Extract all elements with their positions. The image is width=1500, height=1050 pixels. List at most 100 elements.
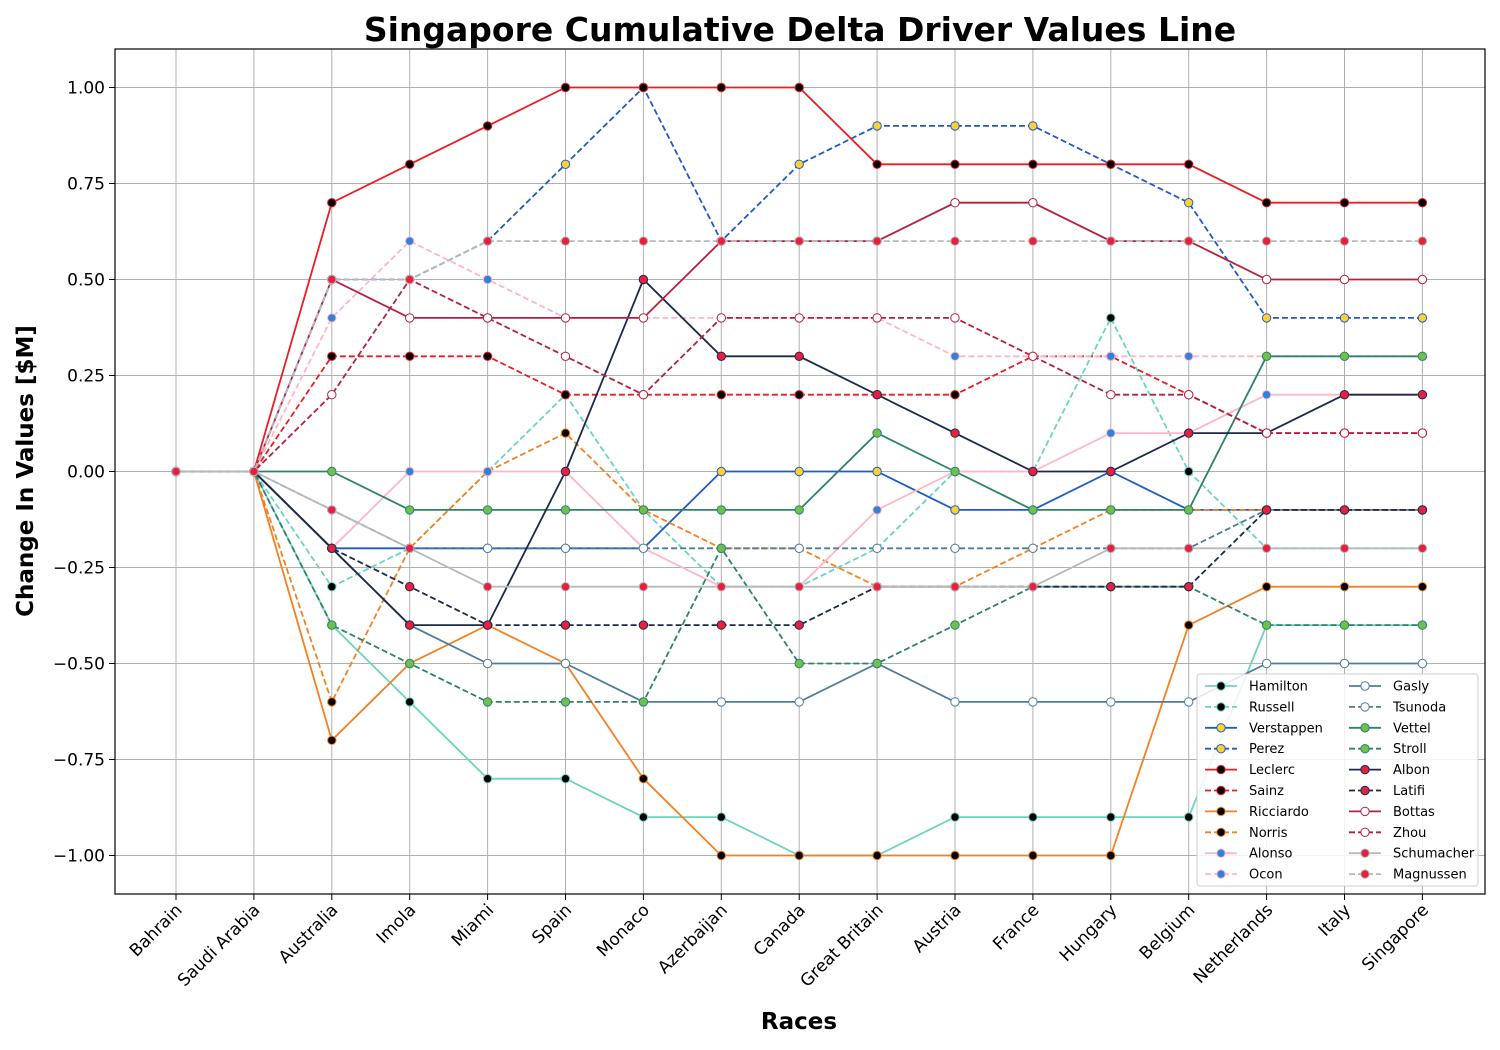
data-point-gasly	[950, 697, 960, 707]
data-point-leclerc	[716, 82, 726, 93]
series-line-latifi	[176, 470, 1423, 626]
data-point-schumacher	[872, 582, 882, 592]
data-point-russell	[1184, 466, 1194, 477]
data-point-leclerc	[950, 159, 960, 170]
legend-marker-ocon	[1216, 869, 1226, 879]
legend-label-ricciardo: Ricciardo	[1249, 805, 1309, 820]
x-tick-label: Hungary	[1056, 900, 1121, 965]
y-axis-label: Change In Values [$M]	[13, 325, 39, 617]
data-point-albon	[1339, 390, 1350, 400]
data-point-hamilton	[1028, 812, 1038, 822]
data-point-alonso	[405, 466, 415, 477]
y-tick-label: −0.75	[53, 751, 105, 771]
legend-label-tsunoda: Tsunoda	[1392, 700, 1446, 715]
data-point-hamilton	[560, 774, 571, 784]
data-point-ricciardo	[1339, 582, 1350, 592]
data-point-leclerc	[482, 121, 493, 131]
data-point-latifi	[1106, 582, 1116, 592]
data-point-schumacher	[794, 582, 804, 592]
data-point-ocon	[1184, 351, 1194, 361]
legend-marker-albon	[1360, 764, 1370, 775]
data-point-zhou	[560, 351, 571, 361]
data-point-tsunoda	[872, 543, 882, 553]
data-point-schumacher	[950, 582, 960, 592]
data-point-magnussen	[560, 236, 571, 246]
data-point-stroll	[716, 543, 726, 553]
data-point-latifi	[405, 582, 415, 592]
legend-label-schumacher: Schumacher	[1393, 847, 1475, 862]
data-point-perez	[794, 159, 804, 170]
legend-label-alonso: Alonso	[1249, 847, 1292, 862]
data-point-schumacher	[638, 582, 649, 592]
data-point-sainz	[950, 390, 960, 400]
legend-box	[1196, 673, 1479, 887]
data-point-perez	[872, 121, 882, 131]
data-point-hamilton	[716, 812, 726, 822]
data-point-zhou	[638, 390, 649, 400]
legend-marker-perez	[1216, 744, 1226, 754]
data-point-schumacher	[1261, 543, 1272, 553]
x-tick-label: Australia	[275, 900, 342, 967]
data-point-magnussen	[1261, 236, 1272, 246]
data-point-sainz	[405, 351, 415, 361]
legend-marker-russell	[1216, 702, 1226, 712]
data-point-bottas	[1417, 274, 1428, 285]
data-point-leclerc	[1417, 198, 1428, 208]
data-point-sainz	[794, 390, 804, 400]
data-point-alonso	[1106, 428, 1116, 438]
legend-marker-latifi	[1360, 785, 1370, 796]
data-point-ricciardo	[638, 774, 649, 784]
data-point-bottas	[1339, 274, 1350, 285]
legend-label-ocon: Ocon	[1249, 868, 1283, 883]
data-point-stroll	[482, 697, 493, 707]
data-point-magnussen	[482, 236, 493, 246]
data-point-albon	[872, 390, 882, 400]
y-axis-ticks: 1.00 0.75 0.50 0.25 0.00 −0.25 −0.50 −0.75 −1.00	[53, 79, 115, 867]
x-tick-label: France	[989, 900, 1043, 954]
data-point-zhou	[1106, 390, 1116, 400]
data-point-gasly	[1417, 658, 1428, 669]
x-tick-label: Netherlands	[1190, 900, 1278, 988]
data-point-vettel	[1339, 351, 1350, 361]
data-point-perez	[1261, 313, 1272, 323]
legend-label-latifi: Latifi	[1393, 784, 1425, 799]
legend-label-leclerc: Leclerc	[1249, 763, 1295, 778]
data-point-magnussen	[1339, 236, 1350, 246]
data-point-stroll	[327, 620, 337, 630]
x-tick-label: Imola	[373, 900, 420, 947]
data-point-gasly	[1184, 697, 1194, 707]
legend-label-bottas: Bottas	[1393, 805, 1435, 820]
data-point-alonso	[872, 505, 882, 515]
legend-marker-bottas	[1360, 806, 1370, 817]
data-point-magnussen	[1028, 236, 1038, 246]
data-point-albon	[950, 428, 960, 438]
data-point-latifi	[716, 620, 726, 630]
data-point-alonso	[1261, 390, 1272, 400]
data-point-norris	[560, 428, 571, 438]
data-point-leclerc	[1106, 159, 1116, 170]
data-point-perez	[1028, 121, 1038, 131]
legend-marker-ricciardo	[1216, 806, 1226, 817]
data-point-schumacher	[1339, 543, 1350, 553]
x-tick-label: Belgium	[1136, 900, 1199, 963]
legend-marker-norris	[1216, 827, 1226, 837]
data-point-ocon	[482, 274, 493, 285]
data-point-zhou	[1028, 351, 1038, 361]
legend-label-verstappen: Verstappen	[1249, 721, 1323, 736]
y-tick-label: 0.75	[67, 175, 105, 195]
data-point-ricciardo	[1028, 850, 1038, 861]
data-point-schumacher	[1184, 543, 1194, 553]
data-point-ricciardo	[872, 850, 882, 861]
data-point-zhou	[872, 313, 882, 323]
data-point-zhou	[1339, 428, 1350, 438]
legend-label-norris: Norris	[1249, 826, 1288, 841]
data-point-gasly	[560, 658, 571, 669]
data-point-ocon	[327, 313, 337, 323]
legend-label-magnussen: Magnussen	[1393, 868, 1467, 883]
data-point-albon	[1184, 428, 1194, 438]
data-point-latifi	[1417, 505, 1428, 515]
x-tick-label: Great Britain	[797, 900, 888, 991]
legend-label-perez: Perez	[1249, 742, 1284, 757]
data-point-perez	[560, 159, 571, 170]
data-point-hamilton	[1184, 812, 1194, 822]
